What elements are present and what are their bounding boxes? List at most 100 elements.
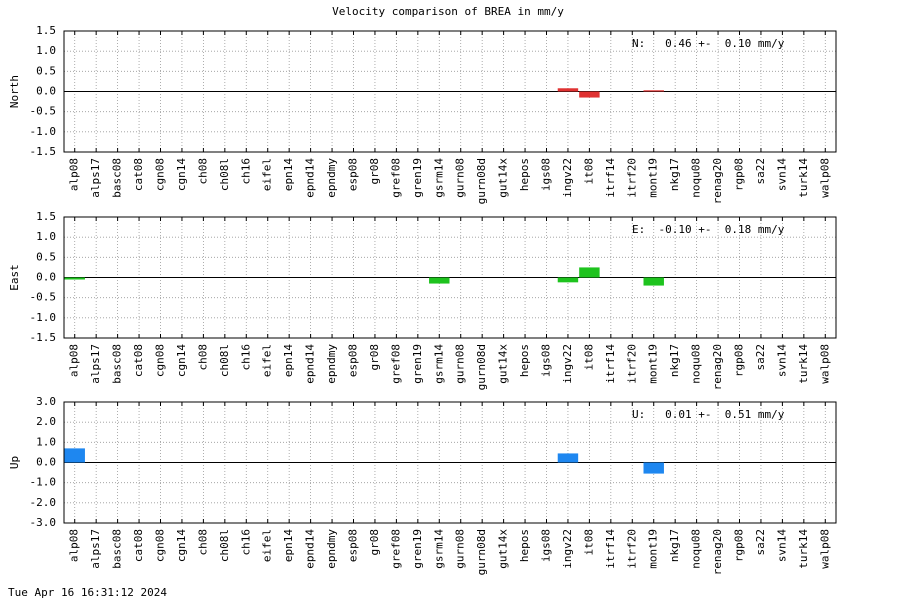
x-tick-label: gurn08d [475, 344, 488, 390]
x-tick-label: cgn14 [175, 158, 188, 191]
y-tick-label: 1.5 [36, 210, 56, 223]
y-tick-label: -1.5 [30, 145, 57, 158]
y-tick-label: 2.0 [36, 415, 56, 428]
y-tick-label: 1.5 [36, 24, 56, 37]
x-tick-label: epnd14 [304, 529, 317, 569]
x-tick-label: cgn08 [154, 158, 167, 191]
x-tick-label: gsrm14 [432, 344, 445, 384]
bar [64, 277, 85, 280]
x-tick-label: noqu08 [690, 158, 703, 198]
x-tick-label: hepos [518, 344, 531, 377]
x-tick-label: eifel [261, 344, 274, 377]
plot-frame [63, 401, 837, 524]
y-tick-label: -1.0 [30, 476, 57, 489]
annotation: U: 0.01 +- 0.51 mm/y [632, 408, 785, 421]
x-tick-label: mont19 [647, 344, 660, 384]
x-tick-label: gurn08d [475, 158, 488, 204]
x-tick-label: ch16 [239, 158, 252, 185]
x-tick-label: ch08 [196, 344, 209, 371]
x-tick-label: alp08 [68, 529, 81, 562]
x-tick-label: alps17 [89, 344, 102, 384]
y-tick-label: -1.5 [30, 331, 57, 344]
x-tick-label: cgn08 [154, 529, 167, 562]
x-tick-label: rgp08 [733, 158, 746, 191]
x-tick-label: cat08 [132, 344, 145, 377]
x-tick-label: basc08 [111, 529, 124, 569]
x-tick-label: epn14 [282, 344, 295, 377]
x-tick-label: ch08 [196, 529, 209, 556]
bar [579, 91, 600, 98]
y-tick-label: -0.5 [30, 291, 57, 304]
x-tick-label: gsrm14 [432, 158, 445, 198]
x-tick-label: cgn08 [154, 344, 167, 377]
bar [643, 277, 664, 286]
x-tick-label: esp08 [347, 344, 360, 377]
x-tick-label: gren19 [411, 158, 424, 198]
x-tick-label: it08 [582, 344, 595, 371]
y-axis-label: East [8, 264, 21, 291]
x-tick-label: nkg17 [668, 529, 681, 562]
bar [64, 448, 85, 463]
x-tick-label: mont19 [647, 529, 660, 569]
y-tick-label: -3.0 [30, 516, 57, 529]
x-tick-label: walp08 [818, 529, 831, 569]
x-tick-label: walp08 [818, 344, 831, 384]
bar [643, 462, 664, 474]
x-tick-label: hepos [518, 158, 531, 191]
x-tick-label: gr08 [368, 158, 381, 185]
y-tick-label: 0.5 [36, 250, 56, 263]
x-tick-label: sa22 [754, 344, 767, 371]
x-tick-label: renag20 [711, 529, 724, 575]
x-tick-label: epndmy [325, 344, 338, 384]
x-tick-label: alp08 [68, 158, 81, 191]
x-tick-label: noqu08 [690, 344, 703, 384]
x-tick-label: gren19 [411, 529, 424, 569]
x-tick-label: epn14 [282, 158, 295, 191]
bar [557, 88, 579, 92]
y-tick-label: 0.5 [36, 64, 56, 77]
x-tick-label: epndmy [325, 529, 338, 569]
x-tick-label: ch08l [218, 529, 231, 562]
y-tick-label: -1.0 [30, 311, 57, 324]
y-tick-label: -1.0 [30, 125, 57, 138]
plot-frame [63, 216, 837, 339]
x-tick-label: svn14 [775, 344, 788, 377]
x-tick-label: gut14x [497, 529, 510, 569]
x-tick-label: mont19 [647, 158, 660, 198]
x-tick-label: eifel [261, 529, 274, 562]
x-tick-label: ch08l [218, 158, 231, 191]
x-tick-label: itrf20 [625, 344, 638, 384]
x-tick-label: it08 [582, 158, 595, 185]
x-tick-label: igs08 [540, 344, 553, 377]
x-tick-label: alps17 [89, 158, 102, 198]
x-tick-label: cgn14 [175, 344, 188, 377]
x-tick-label: itrf14 [604, 158, 617, 198]
x-tick-label: cgn14 [175, 529, 188, 562]
y-tick-label: 3.0 [36, 395, 56, 408]
x-tick-label: renag20 [711, 158, 724, 204]
y-tick-label: -2.0 [30, 496, 57, 509]
x-tick-label: walp08 [818, 158, 831, 198]
x-tick-label: gurn08 [454, 158, 467, 198]
x-tick-label: esp08 [347, 529, 360, 562]
x-tick-label: rgp08 [733, 344, 746, 377]
x-tick-label: gr08 [368, 344, 381, 371]
y-tick-label: -0.5 [30, 105, 57, 118]
y-tick-label: 1.0 [36, 230, 56, 243]
x-tick-label: alp08 [68, 344, 81, 377]
x-tick-label: gut14x [497, 344, 510, 384]
annotation: E: -0.10 +- 0.18 mm/y [632, 223, 785, 236]
timestamp: Tue Apr 16 16:31:12 2024 [8, 586, 167, 599]
x-tick-label: renag20 [711, 344, 724, 390]
x-tick-label: cat08 [132, 158, 145, 191]
y-tick-label: 0.0 [36, 456, 56, 469]
x-tick-label: esp08 [347, 158, 360, 191]
x-tick-label: gren19 [411, 344, 424, 384]
y-tick-label: 1.0 [36, 435, 56, 448]
x-tick-label: gref08 [389, 529, 402, 569]
x-tick-label: epn14 [282, 529, 295, 562]
bar [429, 277, 450, 284]
x-tick-label: turk14 [797, 529, 810, 569]
